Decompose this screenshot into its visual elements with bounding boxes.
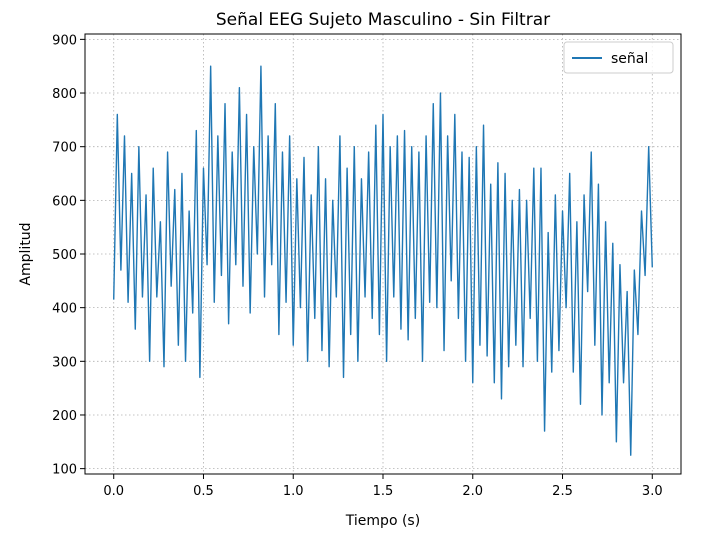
x-tick-label: 0.5 [193, 484, 214, 499]
y-tick-label: 800 [52, 87, 77, 102]
y-axis: 100 200 300 400 500 600 700 800 900 [52, 33, 85, 478]
x-tick-label: 0.0 [103, 484, 124, 499]
signal-series-line [113, 65, 653, 456]
y-tick-label: 200 [52, 409, 77, 424]
legend: señal [563, 41, 674, 74]
x-tick-label: 2.0 [462, 484, 483, 499]
y-tick-label: 500 [52, 248, 77, 263]
x-tick-label: 2.5 [552, 484, 573, 499]
x-tick-label: 1.5 [373, 484, 394, 499]
legend-box [563, 41, 674, 74]
chart-title: Señal EEG Sujeto Masculino - Sin Filtrar [216, 10, 550, 30]
y-axis-label: Amplitud [18, 222, 34, 285]
y-tick-label: 100 [52, 463, 77, 478]
legend-label: señal [611, 51, 648, 67]
y-tick-label: 600 [52, 194, 77, 209]
y-tick-label: 400 [52, 302, 77, 317]
x-tick-label: 1.0 [283, 484, 304, 499]
x-tick-label: 3.0 [642, 484, 663, 499]
y-tick-label: 900 [52, 33, 77, 48]
y-tick-label: 300 [52, 355, 77, 370]
y-tick-label: 700 [52, 141, 77, 156]
plot-area [113, 65, 653, 456]
x-axis-label: Tiempo (s) [345, 513, 420, 529]
x-axis: 0.0 0.5 1.0 1.5 2.0 2.5 3.0 [103, 474, 663, 499]
